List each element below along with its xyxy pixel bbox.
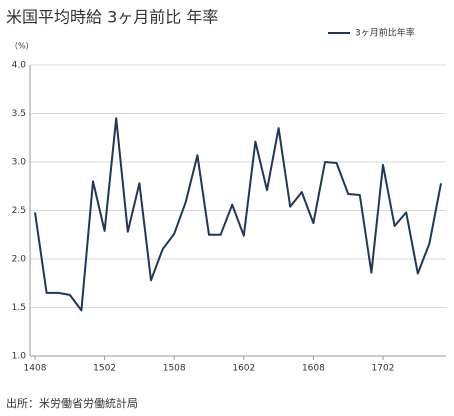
y-tick-label: 3.5 [12,109,26,119]
source-note: 出所：米労働省労働統計局 [6,396,138,410]
y-tick-label: 3.0 [12,158,27,168]
legend-label: 3ヶ月前比年率 [355,27,415,39]
x-tick-label: 1602 [232,364,255,374]
y-tick-label: 4.0 [12,61,27,71]
y-tick-label: 1.0 [12,352,27,362]
x-tick-label: 1702 [372,364,395,374]
chart-title: 米国平均時給 3ヶ月前比 年率 [6,8,218,27]
x-tick-label: 1508 [163,364,186,374]
y-unit: （%） [10,42,34,51]
y-tick-label: 2.0 [12,255,27,265]
x-tick-label: 1608 [302,364,325,374]
x-tick-label: 1408 [24,364,47,374]
y-tick-label: 2.5 [12,206,26,216]
y-tick-label: 1.5 [12,303,26,313]
data-line [34,117,442,312]
x-tick-label: 1502 [93,364,116,374]
